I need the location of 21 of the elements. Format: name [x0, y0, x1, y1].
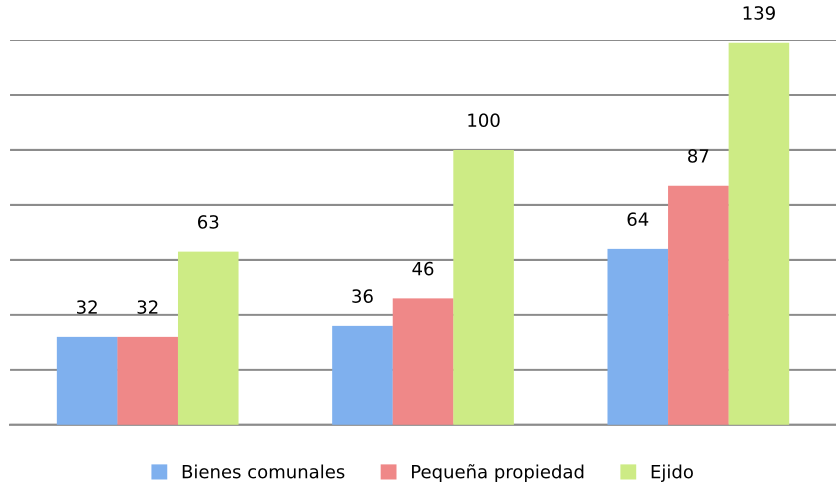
data-label: 36	[352, 289, 373, 303]
bar	[392, 298, 454, 425]
data-label: 87	[688, 149, 708, 163]
bar	[728, 42, 790, 425]
data-label: 32	[77, 300, 97, 314]
bar	[56, 336, 118, 425]
legend-label: Bienes comunales	[182, 464, 344, 478]
bar	[178, 252, 239, 425]
data-label: 139	[744, 6, 775, 20]
data-label: 46	[412, 262, 434, 276]
bar	[607, 248, 668, 425]
data-label: 100	[468, 113, 500, 128]
legend-label: Pequeña propiedad	[412, 464, 584, 482]
data-label: 64	[628, 212, 648, 226]
legend-label: Ejido	[652, 464, 693, 482]
data-label: 63	[198, 215, 218, 229]
bar	[332, 326, 393, 425]
bar	[453, 150, 514, 425]
bar	[117, 336, 178, 425]
bar	[668, 186, 729, 425]
data-label: 32	[138, 300, 158, 314]
